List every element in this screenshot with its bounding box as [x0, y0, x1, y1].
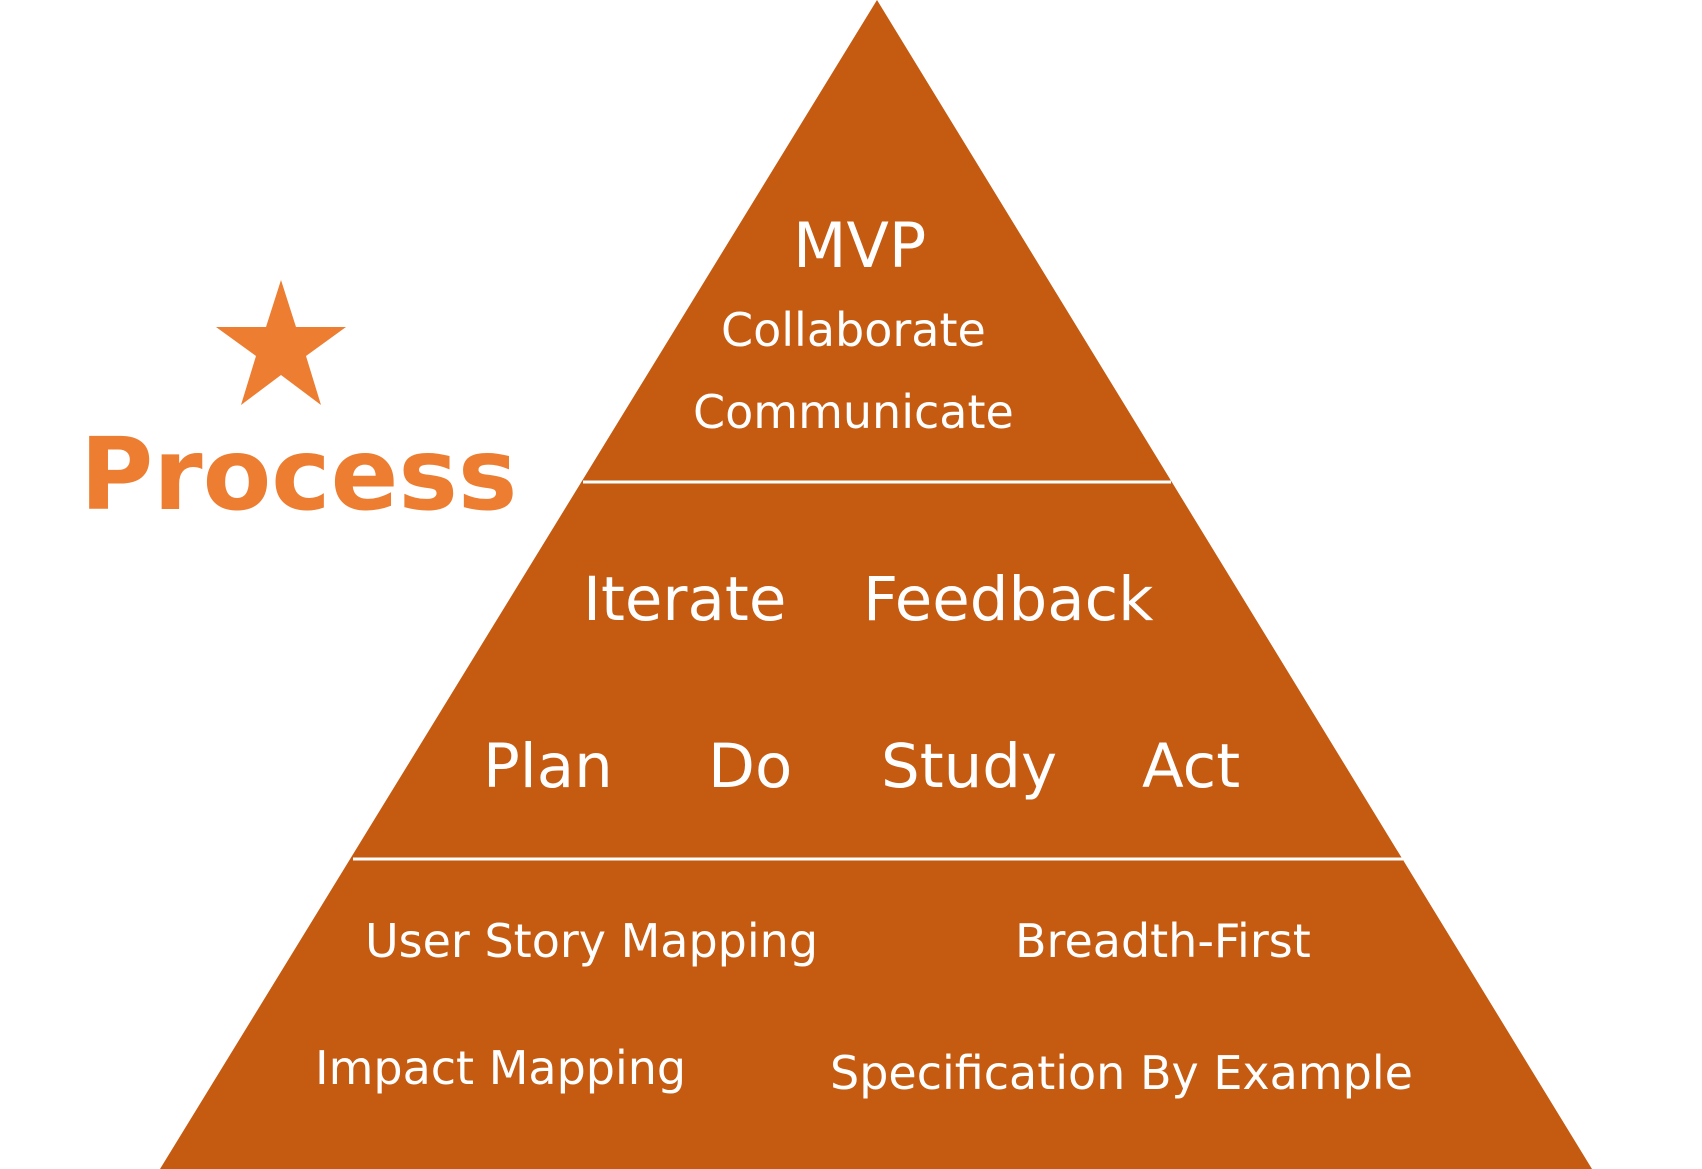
pyramid-shape: [160, 0, 1592, 1169]
tier-middle-do: Do: [708, 731, 793, 802]
star-icon: [216, 280, 346, 405]
tier-middle-feedback: Feedback: [863, 564, 1154, 635]
tier-top-line-1: Collaborate: [721, 303, 986, 357]
tier-bottom-user-story-mapping: User Story Mapping: [365, 914, 819, 968]
tier-bottom-breadth-first: Breadth-First: [1015, 914, 1311, 968]
tier-bottom-specification-by-example: Specification By Example: [830, 1046, 1413, 1100]
tier-middle-study: Study: [881, 731, 1058, 802]
tier-middle-iterate: Iterate: [583, 564, 787, 635]
tier-bottom-impact-mapping: Impact Mapping: [315, 1041, 687, 1095]
tier-middle-act: Act: [1142, 731, 1241, 802]
tier-top-line-2: Communicate: [693, 385, 1014, 439]
process-title: Process: [80, 416, 518, 533]
tier-top-heading: MVP: [793, 209, 927, 282]
tier-middle-plan: Plan: [483, 731, 613, 802]
